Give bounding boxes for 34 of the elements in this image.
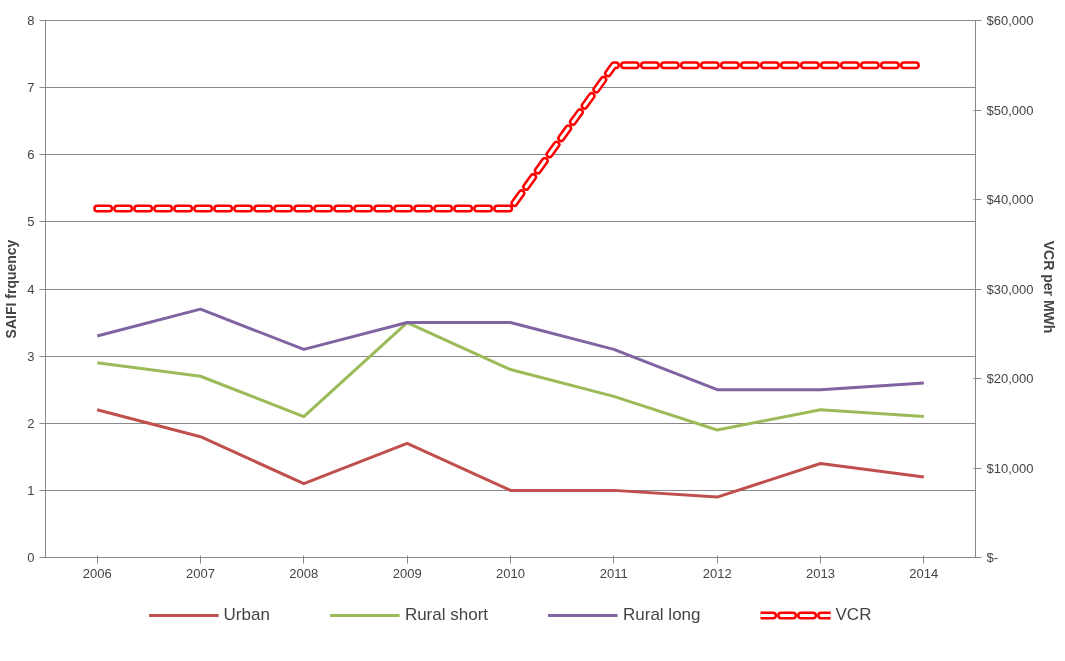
legend-label: Urban [223,605,270,625]
y-tick-label: 5 [27,214,35,230]
x-tick-label: 2014 [909,565,939,581]
y-tick-label: 0 [27,550,35,565]
x-tick-label: 2008 [289,565,319,581]
y2-tick-label: $- [986,550,999,565]
line-series [95,321,926,432]
line-series [95,307,926,392]
y-tick-label: 1 [27,482,35,498]
y2-tick-label: $20,000 [986,371,1034,386]
legend-label: Rural short [404,605,489,625]
y-tick-label: 4 [27,281,35,297]
line-series [95,408,926,499]
y2-tick-label: $60,000 [986,13,1034,28]
y2-tick-label: $30,000 [986,281,1034,297]
x-tick-label: 2007 [186,565,215,581]
y2-tick-label: $10,000 [986,460,1034,476]
y-tick-label: 6 [27,147,35,163]
legend-label: VCR [835,605,872,625]
x-tick-label: 2011 [599,565,628,581]
y-tick-label: 2 [27,415,35,431]
legend-label: Rural long [623,605,701,625]
y2-tick-label: $40,000 [986,192,1034,207]
x-tick-label: 2010 [496,565,525,581]
y2-tick-label: $50,000 [986,102,1034,118]
y-tick-label: 7 [27,80,35,96]
y2-axis-title: VCR per MWh [1041,240,1058,334]
x-tick-label: 2006 [82,565,112,581]
y-axis-title: SAIFI frquency [3,239,20,339]
x-tick-label: 2009 [392,565,422,581]
y-tick-label: 8 [27,13,35,28]
x-tick-label: 2013 [806,565,835,581]
y-tick-label: 3 [27,348,35,364]
x-tick-label: 2012 [702,565,732,581]
